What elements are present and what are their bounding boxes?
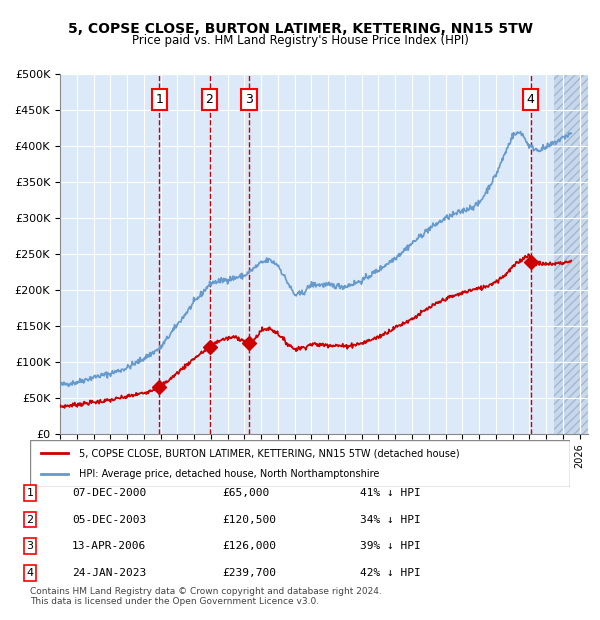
Text: 2: 2	[206, 93, 214, 106]
Bar	[554, 74, 588, 434]
Text: 4: 4	[527, 93, 535, 106]
Text: 4: 4	[26, 568, 34, 578]
Text: Contains HM Land Registry data © Crown copyright and database right 2024.
This d: Contains HM Land Registry data © Crown c…	[30, 587, 382, 606]
Text: 5, COPSE CLOSE, BURTON LATIMER, KETTERING, NN15 5TW (detached house): 5, COPSE CLOSE, BURTON LATIMER, KETTERIN…	[79, 448, 459, 458]
Text: 39% ↓ HPI: 39% ↓ HPI	[360, 541, 421, 551]
FancyBboxPatch shape	[30, 440, 570, 487]
Text: 3: 3	[26, 541, 34, 551]
Text: £126,000: £126,000	[222, 541, 276, 551]
Text: HPI: Average price, detached house, North Northamptonshire: HPI: Average price, detached house, Nort…	[79, 469, 379, 479]
Text: 24-JAN-2023: 24-JAN-2023	[72, 568, 146, 578]
Text: 41% ↓ HPI: 41% ↓ HPI	[360, 488, 421, 498]
Text: 3: 3	[245, 93, 253, 106]
Text: 13-APR-2006: 13-APR-2006	[72, 541, 146, 551]
Text: Price paid vs. HM Land Registry's House Price Index (HPI): Price paid vs. HM Land Registry's House …	[131, 34, 469, 47]
Text: 05-DEC-2003: 05-DEC-2003	[72, 515, 146, 525]
Text: 34% ↓ HPI: 34% ↓ HPI	[360, 515, 421, 525]
Text: £65,000: £65,000	[222, 488, 269, 498]
Text: 42% ↓ HPI: 42% ↓ HPI	[360, 568, 421, 578]
Text: £239,700: £239,700	[222, 568, 276, 578]
Text: 1: 1	[155, 93, 163, 106]
Text: £120,500: £120,500	[222, 515, 276, 525]
Text: 2: 2	[26, 515, 34, 525]
Text: 5, COPSE CLOSE, BURTON LATIMER, KETTERING, NN15 5TW: 5, COPSE CLOSE, BURTON LATIMER, KETTERIN…	[67, 22, 533, 36]
Text: 07-DEC-2000: 07-DEC-2000	[72, 488, 146, 498]
Text: 1: 1	[26, 488, 34, 498]
